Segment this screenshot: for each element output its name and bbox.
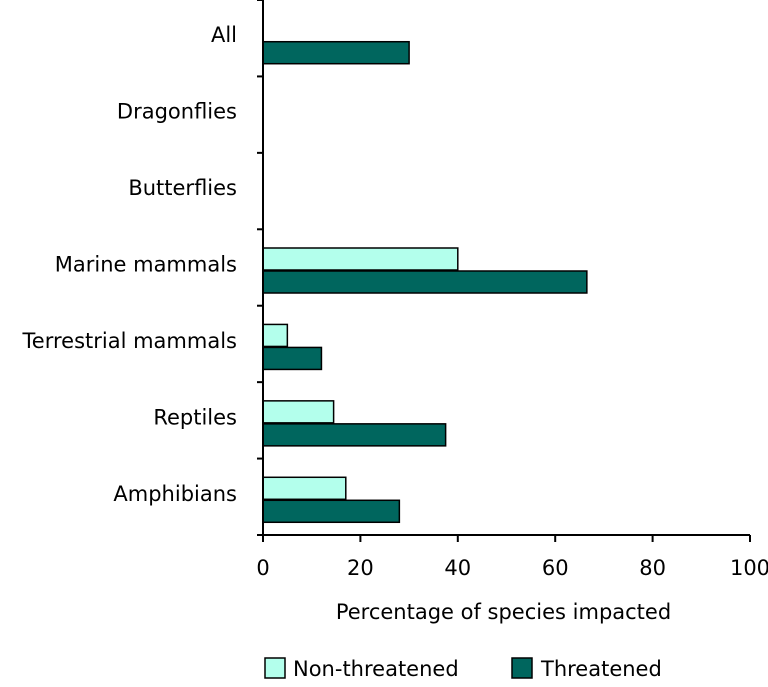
bar-threatened-terrestrial-mammals [262,346,323,371]
ticks: 0 20 40 60 80 100 [256,0,768,580]
category-label-reptiles: Reptiles [153,405,237,429]
bar-threatened-marine-mammals [262,270,588,294]
x-tick-label: 80 [639,556,666,580]
x-tick-label: 60 [542,556,569,580]
bars [262,40,588,524]
legend: Non-threatened Threatened [264,657,662,681]
bar-non-threatened-marine-mammals [262,247,459,271]
legend-label-threatened: Threatened [540,657,662,681]
bar-non-threatened-reptiles [262,400,335,424]
legend-swatch-threatened [511,657,533,679]
axes [262,0,750,536]
legend-label-non-threatened: Non-threatened [293,657,459,681]
bar-non-threatened-amphibians [262,476,347,501]
category-label-dragonflies: Dragonflies [117,100,237,124]
bar-non-threatened-terrestrial-mammals [262,323,289,348]
category-label-all: All [211,23,237,47]
legend-swatch-non-threatened [264,657,286,679]
x-tick-label: 20 [347,556,374,580]
bar-threatened-reptiles [262,423,447,447]
category-label-amphibians: Amphibians [113,482,237,506]
x-tick-label: 0 [256,556,269,580]
x-axis-title: Percentage of species impacted [336,600,671,624]
x-tick-label: 40 [444,556,471,580]
category-label-butterflies: Butterflies [128,176,237,200]
x-tick-label: 100 [730,556,768,580]
category-label-marine-mammals: Marine mammals [55,253,237,277]
category-label-terrestrial-mammals: Terrestrial mammals [22,329,237,353]
category-labels: All Dragonflies Butterflies Marine mammals T… [22,23,237,506]
bar-threatened-amphibians [262,499,401,524]
bar-threatened-all [262,40,410,65]
